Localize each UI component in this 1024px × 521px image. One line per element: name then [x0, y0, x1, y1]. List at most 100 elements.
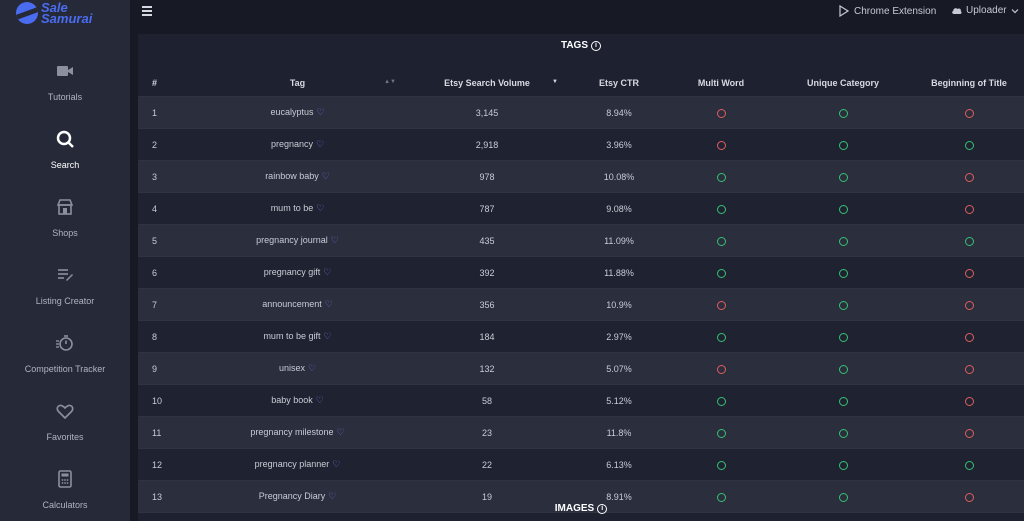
- tag-label[interactable]: eucalyptus: [270, 107, 314, 117]
- sidebar-item-shops[interactable]: Shops: [0, 196, 130, 238]
- beginning-of-title-status: [914, 320, 1024, 353]
- favorite-heart-icon[interactable]: ♡: [321, 171, 330, 181]
- check-circle-icon: [716, 204, 726, 214]
- search-volume: 787: [406, 192, 568, 225]
- column-header-number[interactable]: #: [138, 70, 189, 97]
- favorite-heart-icon[interactable]: ♡: [323, 331, 332, 341]
- tag-label[interactable]: baby book: [271, 395, 313, 405]
- multi-word-status: [670, 480, 772, 513]
- search-volume: 392: [406, 256, 568, 289]
- check-circle-icon: [838, 332, 848, 342]
- search-icon: [56, 130, 74, 148]
- sidebar-item-calculators[interactable]: Calculators: [0, 468, 130, 510]
- unique-category-status: [772, 416, 914, 449]
- tag-label[interactable]: announcement: [262, 299, 322, 309]
- sidebar-item-label: Calculators: [42, 500, 88, 510]
- tags-table: # Tag ▲▼ Etsy Search Volume ▼ Etsy CTR Mul…: [138, 70, 1024, 513]
- ctr: 2.97%: [568, 320, 670, 353]
- check-circle-icon: [838, 428, 848, 438]
- logo[interactable]: Sale Samurai: [16, 1, 92, 25]
- table-row: 8 mum to be gift ♡ 184 2.97%: [138, 320, 1024, 353]
- info-icon[interactable]: i: [591, 41, 602, 51]
- check-circle-icon: [716, 236, 726, 246]
- search-volume: 19: [406, 480, 568, 513]
- column-header-ctr[interactable]: Etsy CTR: [568, 70, 670, 97]
- tag-label[interactable]: rainbow baby: [265, 171, 319, 181]
- tag-label[interactable]: pregnancy milestone: [250, 427, 334, 437]
- tag-cell: eucalyptus ♡: [189, 96, 406, 129]
- column-header-search-volume[interactable]: Etsy Search Volume ▼: [406, 70, 568, 97]
- alert-circle-icon: [964, 364, 974, 374]
- favorite-heart-icon[interactable]: ♡: [315, 139, 325, 149]
- favorite-heart-icon[interactable]: ♡: [336, 427, 345, 437]
- table-row: 13 Pregnancy Diary ♡ 19 8.91%: [138, 480, 1024, 513]
- alert-circle-icon: [964, 492, 974, 502]
- menu-toggle-icon[interactable]: [142, 6, 152, 18]
- favorite-heart-icon[interactable]: ♡: [332, 459, 341, 469]
- tag-cell: pregnancy planner ♡: [189, 448, 406, 481]
- sidebar-item-listing-creator[interactable]: Listing Creator: [0, 264, 130, 306]
- sidebar-item-competition-tracker[interactable]: Competition Tracker: [0, 332, 130, 374]
- tag-label[interactable]: unisex: [278, 363, 305, 373]
- tags-section-title: TAGS i: [138, 40, 1024, 51]
- check-circle-icon: [838, 364, 848, 374]
- beginning-of-title-status: [914, 192, 1024, 225]
- favorite-heart-icon[interactable]: ♡: [316, 203, 325, 213]
- table-row: 1 eucalyptus ♡ 3,145 8.94%: [138, 96, 1024, 129]
- chrome-extension-link[interactable]: Chrome Extension: [838, 5, 936, 17]
- column-header-multi-word[interactable]: Multi Word: [670, 70, 772, 97]
- unique-category-status: [772, 448, 914, 481]
- tag-label[interactable]: Pregnancy Diary: [258, 491, 326, 501]
- video-camera-icon: [57, 66, 73, 76]
- column-header-tag[interactable]: Tag ▲▼: [189, 70, 406, 97]
- tag-label[interactable]: mum to be gift: [263, 331, 321, 341]
- tag-label[interactable]: pregnancy planner: [254, 459, 330, 469]
- multi-word-status: [670, 96, 772, 129]
- row-number: 8: [138, 320, 189, 353]
- favorite-heart-icon[interactable]: ♡: [323, 267, 332, 277]
- check-circle-icon: [716, 396, 726, 406]
- tag-cell: baby book ♡: [189, 384, 406, 417]
- unique-category-status: [772, 96, 914, 129]
- tag-label[interactable]: pregnancy gift: [263, 267, 321, 277]
- check-circle-icon: [716, 460, 726, 470]
- multi-word-status: [670, 384, 772, 417]
- row-number: 6: [138, 256, 189, 289]
- check-circle-icon: [716, 428, 726, 438]
- sidebar-item-favorites[interactable]: Favorites: [0, 400, 130, 442]
- column-header-unique-category[interactable]: Unique Category: [772, 70, 914, 97]
- alert-circle-icon: [964, 428, 974, 438]
- favorite-heart-icon[interactable]: ♡: [328, 491, 337, 501]
- beginning-of-title-status: [914, 96, 1024, 129]
- check-circle-icon: [838, 268, 848, 278]
- search-volume: 2,918: [406, 128, 568, 161]
- favorite-heart-icon[interactable]: ♡: [324, 299, 333, 309]
- store-icon: [56, 199, 74, 215]
- favorite-heart-icon[interactable]: ♡: [307, 363, 317, 373]
- ctr: 11.88%: [568, 256, 670, 289]
- sidebar-item-label: Competition Tracker: [24, 364, 106, 374]
- favorite-heart-icon[interactable]: ♡: [330, 235, 339, 245]
- favorite-heart-icon[interactable]: ♡: [316, 107, 325, 117]
- check-circle-icon: [838, 492, 848, 502]
- table-header-row: # Tag ▲▼ Etsy Search Volume ▼ Etsy CTR Mul…: [138, 70, 1024, 97]
- sidebar-item-search[interactable]: Search: [0, 128, 130, 170]
- check-circle-icon: [838, 108, 848, 118]
- tag-label[interactable]: pregnancy journal: [256, 235, 328, 245]
- table-row: 3 rainbow baby ♡ 978 10.08%: [138, 160, 1024, 193]
- sidebar-item-label: Search: [50, 160, 80, 170]
- table-row: 7 announcement ♡ 356 10.9%: [138, 288, 1024, 321]
- ctr: 5.07%: [568, 352, 670, 385]
- beginning-of-title-status: [914, 224, 1024, 257]
- check-circle-icon: [716, 332, 726, 342]
- tags-card: TAGS i # Tag ▲▼ Etsy Search Volume ▼ Etsy C…: [138, 34, 1024, 521]
- uploader-dropdown[interactable]: Uploader: [951, 5, 1019, 16]
- favorite-heart-icon[interactable]: ♡: [315, 395, 324, 405]
- tag-label[interactable]: mum to be: [270, 203, 314, 213]
- info-icon[interactable]: i: [597, 504, 608, 514]
- tag-label[interactable]: pregnancy: [270, 139, 313, 149]
- ctr: 6.13%: [568, 448, 670, 481]
- row-number: 4: [138, 192, 189, 225]
- sidebar-item-tutorials[interactable]: Tutorials: [0, 60, 130, 102]
- column-header-beginning-of-title[interactable]: Beginning of Title: [914, 70, 1024, 97]
